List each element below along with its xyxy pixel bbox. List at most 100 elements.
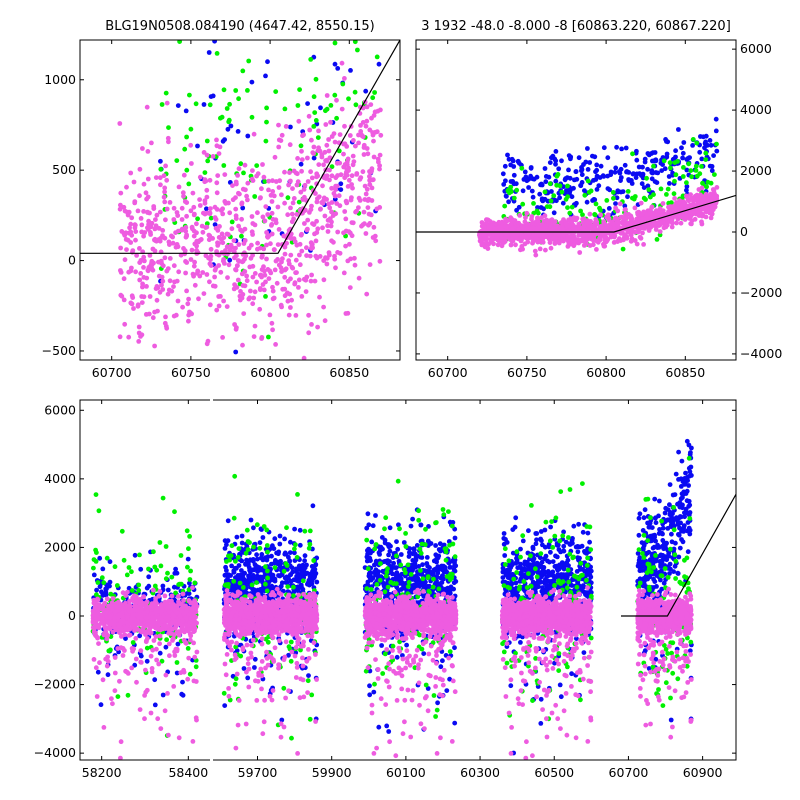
data-point (273, 89, 279, 94)
data-point (221, 235, 227, 241)
data-point (667, 181, 672, 186)
data-point (334, 115, 339, 121)
data-point (156, 273, 162, 279)
data-point (136, 339, 142, 344)
data-point (305, 179, 311, 184)
data-point (547, 160, 553, 166)
data-point (208, 253, 214, 259)
data-point (195, 143, 200, 149)
data-point (233, 213, 239, 219)
data-point (414, 543, 420, 548)
data-point (310, 503, 316, 509)
data-point (250, 573, 256, 578)
data-point (230, 197, 236, 203)
data-point (333, 265, 338, 271)
data-point (423, 579, 428, 585)
data-point (538, 205, 544, 210)
data-point (264, 105, 269, 111)
data-point (207, 210, 213, 216)
data-point (207, 302, 213, 308)
data-point (687, 216, 692, 221)
data-point (538, 721, 544, 726)
data-point (285, 298, 291, 304)
data-point (440, 658, 445, 664)
data-point (363, 191, 369, 197)
data-point (324, 197, 329, 202)
data-point (296, 199, 302, 205)
data-point (138, 216, 144, 221)
data-point (534, 174, 540, 180)
data-point (225, 126, 231, 132)
data-point (157, 175, 163, 181)
data-point (133, 237, 138, 243)
data-point (408, 523, 414, 529)
data-point (304, 245, 309, 251)
y-tick-label: 500 (52, 162, 76, 177)
data-point (246, 575, 252, 580)
data-point (337, 250, 343, 256)
data-point (690, 143, 695, 148)
data-point (215, 240, 220, 246)
data-point (694, 140, 700, 146)
data-point (204, 152, 210, 158)
data-point (568, 241, 573, 247)
data-point (327, 205, 333, 211)
data-point (121, 297, 127, 303)
data-point (713, 116, 719, 122)
data-point (222, 199, 228, 204)
data-point (170, 240, 176, 246)
data-point (165, 587, 171, 593)
data-point (585, 146, 590, 151)
data-point (539, 559, 545, 565)
data-point (596, 183, 602, 189)
model-line (80, 40, 400, 254)
data-point (191, 212, 197, 218)
data-point (282, 286, 288, 292)
data-point (308, 57, 314, 62)
data-point (639, 181, 645, 187)
data-point (618, 175, 624, 180)
data-point (167, 200, 173, 205)
data-point (649, 205, 655, 211)
data-point (711, 153, 716, 159)
data-point (371, 224, 377, 230)
data-point (398, 579, 404, 585)
data-point (297, 252, 302, 258)
data-point (366, 522, 372, 528)
data-point (186, 181, 192, 187)
data-point (269, 223, 274, 228)
data-point (309, 272, 314, 278)
data-point (184, 288, 190, 294)
data-point (353, 102, 359, 108)
data-point (245, 675, 251, 681)
data-point (189, 247, 195, 253)
data-point (174, 210, 180, 215)
data-point (183, 225, 189, 230)
data-point (572, 241, 577, 247)
data-point (620, 215, 626, 221)
data-point (553, 161, 558, 167)
data-point (260, 162, 265, 167)
data-point (219, 231, 225, 237)
data-point (273, 258, 279, 264)
data-point (572, 226, 578, 232)
data-point (681, 165, 686, 170)
data-point (514, 235, 519, 241)
data-point (451, 586, 456, 592)
data-point (144, 275, 150, 281)
data-point (152, 343, 158, 349)
data-point (207, 102, 213, 108)
data-point (176, 269, 182, 275)
data-point (234, 181, 239, 187)
data-point (358, 175, 364, 181)
data-point (357, 198, 363, 203)
data-point (521, 177, 527, 182)
data-point (193, 101, 199, 107)
data-point (282, 244, 288, 250)
data-point (374, 206, 380, 212)
data-point (121, 276, 127, 282)
data-point (623, 207, 628, 213)
data-point (553, 224, 559, 230)
data-point (659, 168, 665, 174)
data-point (342, 209, 348, 214)
